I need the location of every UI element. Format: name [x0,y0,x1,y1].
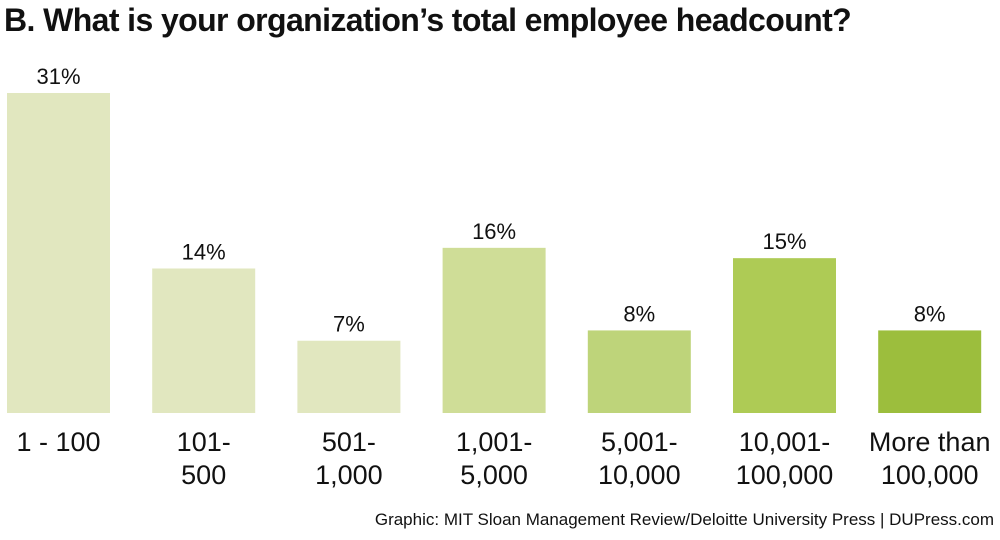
value-label-2: 7% [333,312,365,337]
value-label-5: 15% [762,229,806,254]
category-label-0: 1 - 100 [16,427,100,457]
bar-1 [152,268,256,413]
chart-title: B. What is your organization’s total emp… [4,2,852,38]
value-label-3: 16% [472,219,516,244]
category-label-1: 101-500 [177,427,231,490]
bar-0 [7,93,110,413]
value-label-4: 8% [623,301,655,326]
bar-6 [878,330,982,413]
category-label-2: 501-1,000 [315,427,383,490]
bar-2 [297,340,401,413]
value-label-6: 8% [914,301,946,326]
value-label-1: 14% [182,239,226,264]
category-label-3: 1,001-5,000 [456,427,533,490]
bar-3 [442,247,546,413]
category-label-5: 10,001-100,000 [736,427,834,490]
category-label-6: More than 100,000 [869,427,991,490]
bar-5 [733,258,836,413]
source-credit: Graphic: MIT Sloan Management Review/Del… [374,510,994,529]
category-label-4: 5,001-10,000 [598,427,681,490]
value-label-0: 31% [36,64,80,89]
bar-4 [587,330,691,413]
